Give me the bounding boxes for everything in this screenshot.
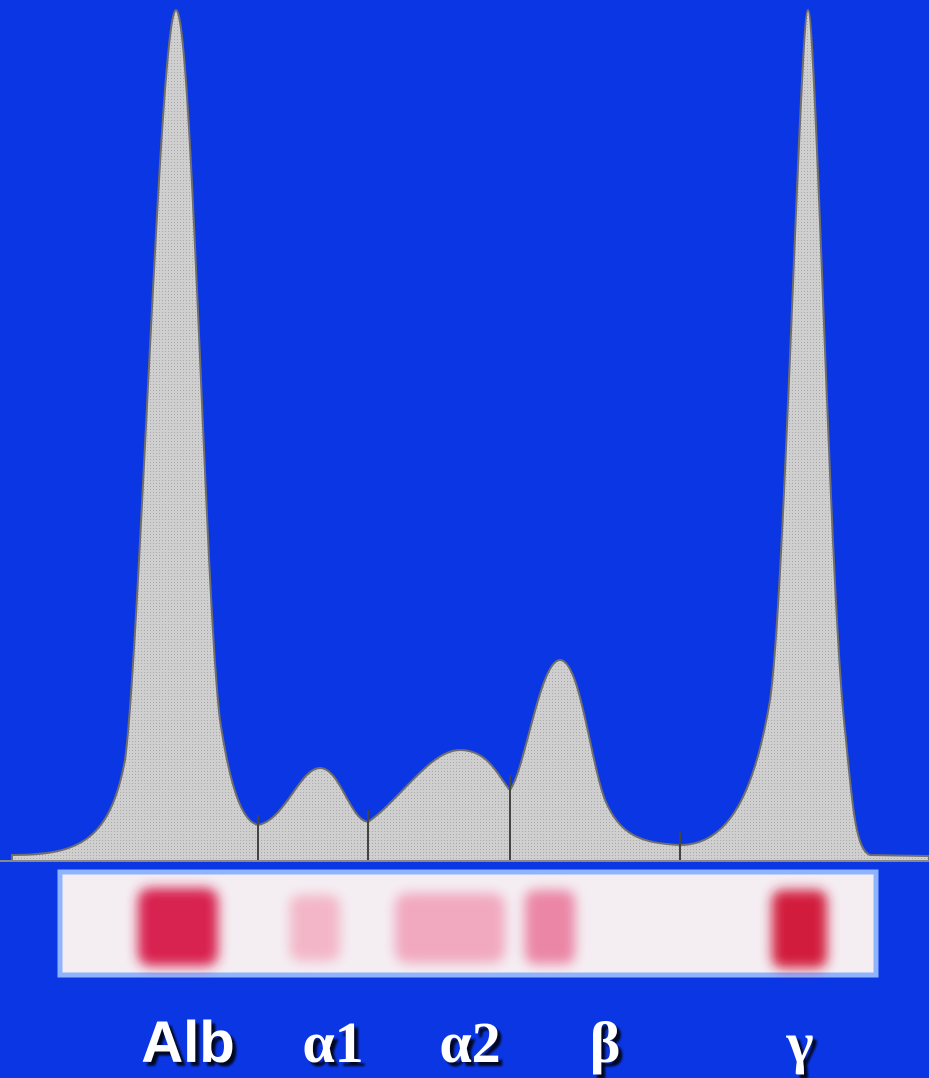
label: Alb (141, 1010, 234, 1075)
electrophoresis-diagram: Alb α1 α2 β γ (0, 0, 929, 1078)
label: γ (785, 1010, 813, 1075)
gel-strip (60, 872, 876, 975)
label: β (590, 1010, 621, 1075)
label: α1 (302, 1010, 363, 1075)
label: α2 (439, 1010, 500, 1075)
